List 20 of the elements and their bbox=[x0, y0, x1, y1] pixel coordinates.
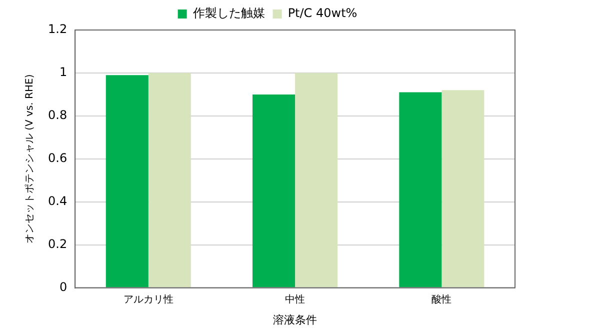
x-tick-label: 酸性 bbox=[432, 293, 452, 306]
y-tick-label: 0.6 bbox=[48, 151, 68, 166]
bar bbox=[148, 72, 191, 288]
bar bbox=[106, 75, 148, 288]
y-tick-label: 0.4 bbox=[48, 194, 68, 208]
x-tick-label: 中性 bbox=[285, 293, 306, 306]
bar bbox=[442, 90, 484, 288]
y-tick-label: 0 bbox=[59, 280, 68, 294]
y-tick-label: 1 bbox=[59, 65, 68, 80]
y-tick-label: 0.8 bbox=[48, 108, 68, 122]
y-axis-title: オンセットポテンシャル (V vs. RHE) bbox=[24, 74, 36, 244]
legend-label: Pt/C 40wt% bbox=[288, 6, 358, 20]
x-axis-title: 溶液条件 bbox=[273, 313, 318, 326]
bar bbox=[295, 72, 338, 288]
legend-label: 作製した触媒 bbox=[192, 6, 265, 20]
bar bbox=[252, 94, 296, 288]
y-tick-label: 1.2 bbox=[48, 22, 68, 36]
bar bbox=[399, 92, 442, 288]
x-tick-label: アルカリ性 bbox=[123, 293, 174, 306]
y-tick-label: 0.2 bbox=[48, 236, 68, 251]
